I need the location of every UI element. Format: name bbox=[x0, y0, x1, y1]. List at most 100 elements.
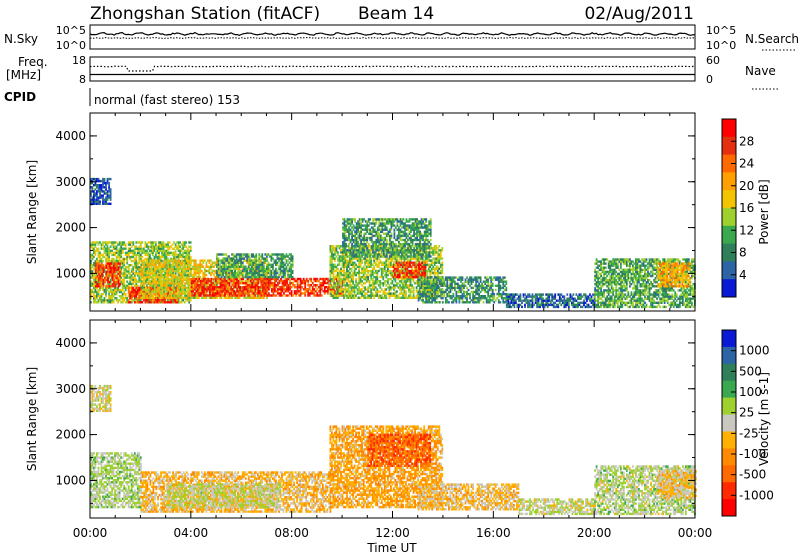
power-cell bbox=[109, 241, 112, 244]
power-cell bbox=[123, 274, 126, 277]
power-cell bbox=[304, 286, 307, 289]
power-cell bbox=[164, 280, 166, 283]
power-cell bbox=[132, 251, 135, 254]
power-cell bbox=[211, 269, 214, 273]
power-cell bbox=[350, 263, 353, 266]
power-cell bbox=[174, 243, 177, 246]
power-cell bbox=[115, 247, 118, 250]
power-cell bbox=[91, 177, 94, 181]
power-cell bbox=[109, 196, 112, 199]
power-cell bbox=[285, 261, 288, 264]
power-cell bbox=[152, 275, 155, 279]
power-cell bbox=[255, 296, 258, 299]
power-cell bbox=[180, 255, 183, 259]
power-cell bbox=[124, 272, 127, 275]
power-cell bbox=[355, 280, 357, 283]
power-cell bbox=[99, 184, 101, 187]
power-cell bbox=[111, 257, 113, 261]
power-cell bbox=[400, 275, 403, 279]
power-cell bbox=[201, 284, 204, 287]
power-cell bbox=[329, 282, 332, 285]
power-cell bbox=[179, 275, 182, 279]
power-cell bbox=[249, 288, 252, 291]
power-cell bbox=[182, 251, 185, 254]
power-cell bbox=[383, 290, 386, 293]
power-cell bbox=[323, 277, 326, 281]
power-cell bbox=[91, 196, 94, 199]
power-cell bbox=[340, 259, 342, 262]
power-cell bbox=[299, 281, 302, 285]
power-cell bbox=[235, 271, 238, 275]
power-cell bbox=[157, 259, 159, 262]
power-cell bbox=[143, 282, 146, 285]
power-cell bbox=[361, 271, 363, 275]
power-cell bbox=[97, 241, 100, 244]
power-cell bbox=[338, 282, 341, 285]
power-cell bbox=[129, 301, 132, 304]
power-cell bbox=[106, 253, 109, 257]
power-cell bbox=[224, 286, 226, 289]
power-cell bbox=[99, 274, 102, 278]
power-cell bbox=[229, 296, 232, 299]
power-cell bbox=[260, 277, 263, 281]
power-cell bbox=[278, 273, 280, 277]
power-cell bbox=[156, 299, 159, 302]
power-cell bbox=[94, 177, 97, 181]
power-cell bbox=[205, 269, 208, 273]
power-cell bbox=[191, 275, 194, 279]
power-cell bbox=[197, 269, 200, 273]
power-cell bbox=[190, 271, 193, 275]
power-cell bbox=[234, 294, 237, 297]
power-cell bbox=[356, 284, 359, 287]
power-cell bbox=[132, 255, 135, 259]
power-cell bbox=[153, 245, 156, 248]
power-cell bbox=[393, 263, 395, 266]
power-cell bbox=[261, 253, 264, 256]
power-cell bbox=[226, 265, 229, 268]
power-cell bbox=[147, 255, 150, 259]
power-cell bbox=[193, 269, 196, 273]
power-cell bbox=[373, 294, 376, 297]
power-cell bbox=[156, 297, 159, 300]
power-cell bbox=[362, 253, 365, 256]
power-cell bbox=[213, 294, 216, 297]
power-cell bbox=[370, 269, 373, 273]
power-cell bbox=[380, 269, 383, 273]
power-cell bbox=[219, 279, 222, 283]
power-cell bbox=[182, 275, 185, 279]
power-cell bbox=[107, 264, 109, 267]
power-cell bbox=[343, 253, 345, 256]
power-cell bbox=[160, 278, 162, 281]
power-cell bbox=[273, 275, 276, 279]
power-cell bbox=[301, 286, 303, 289]
power-cell bbox=[350, 273, 353, 277]
power-cell bbox=[147, 251, 150, 254]
power-cell bbox=[235, 265, 238, 268]
power-cell bbox=[99, 297, 101, 300]
power-cell bbox=[99, 257, 101, 261]
power-cell bbox=[154, 263, 156, 266]
power-cell bbox=[371, 286, 374, 289]
power-cell bbox=[281, 284, 284, 287]
power-cell bbox=[170, 280, 172, 283]
power-cell bbox=[205, 273, 208, 277]
power-cell bbox=[129, 251, 132, 254]
power-cell bbox=[192, 288, 195, 291]
power-cell bbox=[97, 198, 100, 201]
power-cell bbox=[123, 259, 126, 263]
power-cell bbox=[148, 275, 150, 279]
power-cell bbox=[279, 263, 282, 266]
power-cell bbox=[187, 269, 190, 273]
power-cell bbox=[332, 265, 335, 268]
power-cell bbox=[152, 259, 155, 262]
power-cell bbox=[187, 267, 190, 271]
power-cell bbox=[149, 269, 152, 273]
power-cell bbox=[224, 290, 226, 293]
power-cell bbox=[377, 245, 380, 248]
power-cell bbox=[380, 296, 383, 299]
power-cell bbox=[219, 284, 222, 287]
power-cell bbox=[124, 257, 127, 261]
power-cell bbox=[164, 261, 167, 264]
power-cell bbox=[168, 245, 171, 248]
power-cell bbox=[135, 292, 138, 296]
